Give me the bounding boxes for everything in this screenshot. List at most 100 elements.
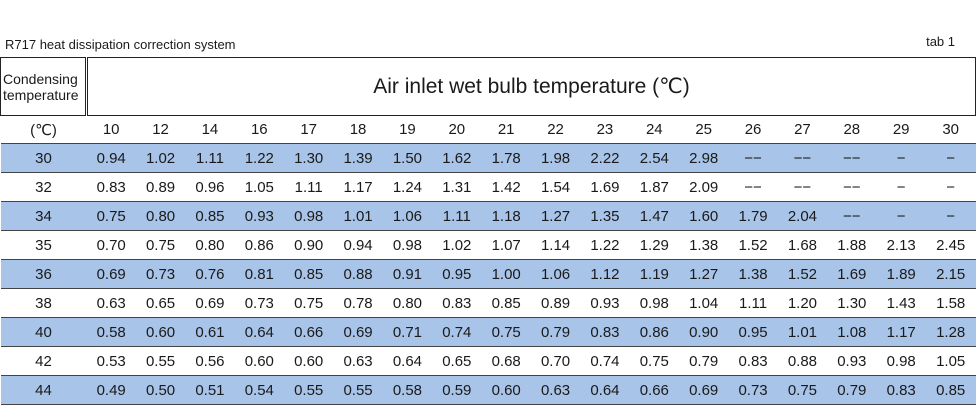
table-number: tab 1 [926, 34, 955, 49]
correction-factor-cell: 0.80 [135, 201, 186, 231]
correction-factor-cell: 1.38 [679, 230, 729, 260]
correction-factor-cell: 0.63 [530, 375, 581, 405]
correction-factor-cell: 0.88 [333, 259, 383, 289]
air-inlet-header: Air inlet wet bulb temperature (℃) [86, 57, 976, 116]
correction-factor-cell: 0.55 [333, 375, 383, 405]
table-row: 36 0.69 0.73 0.76 0.81 0.85 0.88 0.91 0.95 1.00 1.… [0, 259, 976, 289]
correction-factor-cell: 0.50 [135, 375, 186, 405]
column-header-wetbulb: 27 [794, 121, 811, 138]
correction-factor-cell: 0.83 [432, 288, 482, 318]
correction-factor-cell: 0.83 [728, 346, 778, 376]
correction-factor-cell: 1.88 [827, 230, 877, 260]
correction-factor-cell: 0.56 [185, 346, 235, 376]
column-header-wetbulb: 16 [250, 121, 268, 138]
correction-factor-cell: 2.45 [925, 230, 976, 260]
correction-factor-cell: 1.02 [135, 143, 186, 173]
table-caption: R717 heat dissipation correction system [5, 37, 236, 52]
correction-factor-cell: 1.01 [333, 201, 383, 231]
condensing-temperature-cell: 32 [0, 172, 87, 202]
correction-factor-cell: 1.39 [333, 143, 383, 173]
correction-factor-cell: 0.85 [481, 288, 531, 318]
correction-factor-cell: 2.15 [925, 259, 976, 289]
correction-factor-cell: 0.58 [382, 375, 433, 405]
column-header-row: (℃) 10 12 14 16 17 18 19 20 21 22 23 24 25 26 27 28 29 30 [1, 116, 976, 144]
correction-factor-cell: 1.69 [827, 259, 877, 289]
correction-factor-cell: 1.01 [777, 317, 828, 347]
correction-factor-cell: 1.22 [580, 230, 630, 260]
correction-factor-cell: 1.06 [382, 201, 433, 231]
correction-factor-cell: 0.90 [284, 230, 334, 260]
correction-table: Condensing temperature Air inlet wet bul… [0, 57, 976, 405]
correction-factor-cell: 0.70 [86, 230, 136, 260]
correction-factor-cell: −− [777, 172, 828, 202]
correction-factor-cell: 0.63 [86, 288, 136, 318]
column-header-wetbulb: 24 [645, 121, 663, 138]
correction-factor-cell: 0.60 [234, 346, 284, 376]
column-header-wetbulb: 30 [942, 121, 960, 138]
correction-factor-cell: 0.75 [629, 346, 679, 376]
correction-factor-cell: 1.07 [481, 230, 531, 260]
correction-factor-cell: 0.75 [284, 288, 334, 318]
correction-factor-cell: 0.79 [530, 317, 581, 347]
correction-factor-cell: 0.65 [135, 288, 186, 318]
correction-factor-cell: 0.83 [876, 375, 926, 405]
correction-factor-cell: 1.28 [925, 317, 976, 347]
correction-factor-cell: 1.30 [284, 143, 334, 173]
condensing-temperature-cell: 34 [0, 201, 87, 231]
correction-factor-cell: 0.75 [86, 201, 136, 231]
correction-factor-cell: 0.75 [777, 375, 828, 405]
correction-factor-cell: 2.54 [629, 143, 679, 173]
correction-factor-cell: 0.64 [580, 375, 630, 405]
correction-factor-cell: 1.54 [530, 172, 581, 202]
correction-factor-cell: 0.93 [234, 201, 284, 231]
correction-factor-cell: −− [777, 143, 828, 173]
correction-factor-cell: 1.89 [876, 259, 926, 289]
correction-factor-cell: −− [728, 172, 778, 202]
correction-factor-cell: 1.52 [728, 230, 778, 260]
column-header-wetbulb: 20 [448, 121, 466, 138]
correction-factor-cell: 0.65 [432, 346, 482, 376]
correction-factor-cell: 0.69 [185, 288, 235, 318]
correction-factor-cell: 1.18 [481, 201, 531, 231]
correction-factor-cell: 0.98 [284, 201, 334, 231]
correction-factor-cell: −− [827, 201, 877, 231]
correction-factor-cell: − [925, 172, 976, 202]
correction-factor-cell: 0.83 [86, 172, 136, 202]
table-row: 35 0.70 0.75 0.80 0.86 0.90 0.94 0.98 1.02 1.07 1.… [0, 230, 976, 260]
correction-factor-cell: 0.66 [629, 375, 679, 405]
unit-label: (℃) [30, 121, 57, 139]
correction-factor-cell: 0.79 [827, 375, 877, 405]
column-header-wetbulb: 22 [547, 121, 564, 138]
correction-factor-cell: 1.29 [629, 230, 679, 260]
correction-factor-cell: 0.69 [333, 317, 383, 347]
correction-factor-cell: 1.38 [728, 259, 778, 289]
correction-factor-cell: 0.68 [481, 346, 531, 376]
correction-factor-cell: 0.89 [530, 288, 581, 318]
correction-factor-cell: 0.71 [382, 317, 433, 347]
correction-factor-cell: 1.78 [481, 143, 531, 173]
correction-factor-cell: 1.50 [382, 143, 433, 173]
condensing-temperature-cell: 40 [0, 317, 87, 347]
column-header-wetbulb: 21 [497, 121, 515, 138]
table-row: 40 0.58 0.60 0.61 0.64 0.66 0.69 0.71 0.74 0.75 0.… [0, 317, 976, 347]
correction-factor-cell: 0.73 [234, 288, 284, 318]
correction-factor-cell: 0.69 [679, 375, 729, 405]
correction-factor-cell: 0.80 [382, 288, 433, 318]
table-row: 42 0.53 0.55 0.56 0.60 0.60 0.63 0.64 0.65 0.68 0.… [0, 346, 976, 376]
correction-factor-cell: 0.78 [333, 288, 383, 318]
column-header-wetbulb: 19 [399, 121, 416, 138]
correction-factor-cell: 0.85 [185, 201, 235, 231]
correction-factor-cell: 1.11 [432, 201, 482, 231]
correction-factor-cell: 0.60 [135, 317, 186, 347]
correction-factor-cell: 0.55 [284, 375, 334, 405]
correction-factor-cell: 0.60 [284, 346, 334, 376]
correction-factor-cell: 1.11 [284, 172, 334, 202]
correction-factor-cell: 0.74 [432, 317, 482, 347]
correction-factor-cell: 0.81 [234, 259, 284, 289]
header-row: Condensing temperature Air inlet wet bul… [0, 57, 976, 116]
column-header-wetbulb: 23 [596, 121, 614, 138]
correction-factor-cell: 0.79 [679, 346, 729, 376]
correction-factor-cell: 1.12 [580, 259, 630, 289]
correction-factor-cell: 1.31 [432, 172, 482, 202]
correction-factor-cell: − [876, 143, 926, 173]
